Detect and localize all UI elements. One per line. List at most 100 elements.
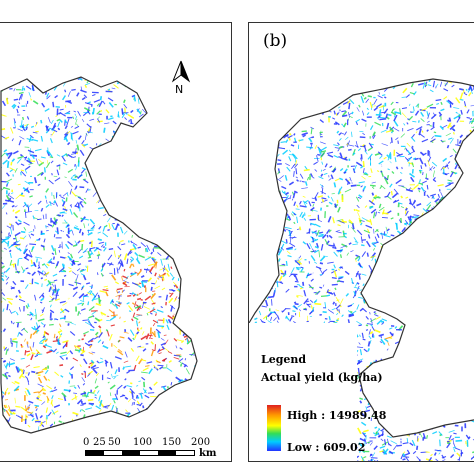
yield-speck bbox=[33, 391, 39, 394]
yield-speck bbox=[133, 227, 137, 232]
yield-speck bbox=[94, 32, 97, 37]
yield-speck bbox=[154, 272, 157, 277]
yield-speck bbox=[434, 35, 441, 37]
yield-speck bbox=[358, 194, 363, 199]
yield-speck bbox=[113, 43, 115, 47]
yield-speck bbox=[37, 200, 42, 205]
yield-speck bbox=[423, 254, 429, 260]
yield-speck bbox=[145, 232, 149, 235]
yield-speck bbox=[206, 400, 207, 402]
yield-speck bbox=[159, 37, 161, 38]
yield-speck bbox=[104, 390, 108, 396]
yield-speck bbox=[279, 32, 285, 34]
yield-speck bbox=[105, 109, 110, 114]
yield-speck bbox=[229, 159, 231, 160]
yield-speck bbox=[299, 180, 305, 183]
yield-speck bbox=[178, 355, 182, 358]
yield-speck bbox=[25, 284, 29, 290]
yield-speck bbox=[117, 111, 120, 118]
yield-speck bbox=[15, 414, 23, 419]
yield-speck bbox=[419, 62, 423, 68]
yield-speck bbox=[366, 441, 371, 444]
yield-speck bbox=[160, 258, 163, 266]
yield-speck bbox=[141, 280, 144, 288]
yield-speck bbox=[405, 210, 409, 216]
yield-speck bbox=[117, 155, 121, 161]
yield-speck bbox=[194, 393, 197, 398]
yield-speck bbox=[334, 31, 337, 33]
yield-speck bbox=[175, 211, 180, 217]
yield-speck bbox=[124, 396, 129, 400]
yield-speck bbox=[124, 351, 128, 358]
yield-speck bbox=[37, 376, 43, 384]
yield-speck bbox=[152, 319, 158, 324]
yield-speck bbox=[219, 426, 221, 432]
yield-speck bbox=[194, 328, 197, 330]
yield-speck bbox=[424, 39, 425, 45]
yield-speck bbox=[15, 221, 20, 226]
yield-speck bbox=[38, 27, 44, 30]
yield-speck bbox=[105, 329, 109, 332]
yield-speck bbox=[113, 57, 116, 59]
yield-speck bbox=[55, 298, 60, 302]
yield-speck bbox=[47, 445, 50, 447]
yield-speck bbox=[467, 364, 471, 372]
yield-speck bbox=[52, 218, 59, 225]
yield-speck bbox=[167, 248, 172, 253]
yield-speck bbox=[4, 49, 9, 53]
yield-speck bbox=[178, 178, 183, 181]
yield-speck bbox=[94, 378, 97, 384]
yield-speck bbox=[385, 190, 387, 194]
yield-speck bbox=[110, 324, 115, 327]
yield-speck bbox=[416, 315, 420, 322]
yield-speck bbox=[145, 302, 151, 308]
yield-speck bbox=[226, 379, 228, 385]
yield-speck bbox=[83, 179, 89, 184]
yield-speck bbox=[25, 267, 29, 270]
yield-speck bbox=[189, 343, 193, 347]
yield-speck bbox=[439, 309, 444, 314]
yield-speck bbox=[72, 458, 77, 462]
yield-speck bbox=[334, 121, 340, 126]
yield-speck bbox=[94, 42, 98, 46]
yield-speck bbox=[392, 54, 393, 58]
yield-speck bbox=[179, 150, 186, 155]
yield-speck bbox=[116, 62, 117, 69]
yield-speck bbox=[66, 350, 71, 355]
yield-speck bbox=[362, 265, 367, 269]
yield-speck bbox=[30, 354, 34, 361]
yield-speck bbox=[224, 187, 226, 193]
yield-speck bbox=[388, 273, 392, 276]
yield-speck bbox=[448, 204, 454, 208]
yield-speck bbox=[44, 449, 46, 454]
yield-speck bbox=[160, 65, 163, 67]
yield-speck bbox=[384, 79, 387, 82]
yield-speck bbox=[64, 308, 70, 313]
yield-speck bbox=[142, 405, 145, 409]
yield-speck bbox=[348, 102, 351, 110]
yield-speck bbox=[145, 209, 149, 214]
yield-speck bbox=[103, 214, 107, 217]
yield-speck bbox=[219, 427, 220, 429]
yield-speck bbox=[37, 318, 45, 322]
yield-speck bbox=[199, 81, 200, 88]
yield-speck bbox=[182, 47, 185, 52]
yield-speck bbox=[170, 304, 176, 310]
yield-speck bbox=[469, 316, 474, 321]
yield-speck bbox=[88, 51, 90, 55]
yield-speck bbox=[163, 347, 170, 352]
yield-speck bbox=[145, 191, 148, 195]
yield-speck bbox=[62, 340, 69, 344]
yield-speck bbox=[7, 374, 11, 378]
yield-speck bbox=[144, 394, 150, 399]
yield-speck bbox=[84, 321, 91, 326]
yield-speck bbox=[75, 279, 78, 286]
yield-speck bbox=[198, 305, 202, 310]
yield-speck bbox=[394, 341, 400, 345]
yield-speck bbox=[65, 452, 70, 456]
yield-speck bbox=[80, 168, 86, 174]
yield-speck bbox=[210, 320, 214, 326]
yield-speck bbox=[182, 189, 189, 192]
yield-speck bbox=[193, 202, 197, 208]
yield-speck bbox=[230, 187, 232, 190]
